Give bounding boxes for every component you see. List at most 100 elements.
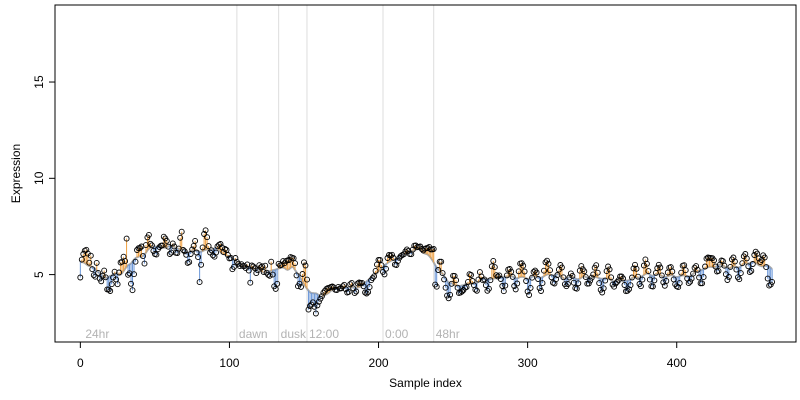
data-point bbox=[685, 280, 692, 287]
data-point bbox=[620, 275, 627, 282]
data-point bbox=[459, 288, 465, 295]
data-point bbox=[250, 263, 257, 270]
data-point bbox=[535, 276, 542, 282]
data-point bbox=[721, 262, 728, 269]
data-point bbox=[125, 271, 132, 278]
data-point bbox=[487, 277, 494, 284]
data-point bbox=[496, 272, 503, 279]
data-point bbox=[564, 281, 571, 287]
data-point bbox=[606, 266, 613, 273]
data-point bbox=[578, 263, 585, 270]
data-point bbox=[140, 253, 146, 260]
data-point bbox=[213, 249, 219, 256]
data-point bbox=[581, 268, 588, 275]
data-point bbox=[178, 228, 185, 235]
data-point bbox=[390, 254, 397, 261]
data-point bbox=[640, 262, 647, 269]
data-point bbox=[558, 264, 565, 271]
data-point bbox=[199, 244, 206, 251]
data-point bbox=[500, 288, 507, 295]
data-point bbox=[363, 290, 370, 297]
data-point bbox=[488, 263, 495, 270]
data-point bbox=[86, 259, 93, 266]
data-point bbox=[132, 258, 139, 265]
data-point bbox=[545, 260, 552, 267]
data-point bbox=[749, 261, 756, 267]
data-point bbox=[204, 234, 211, 241]
data-point bbox=[418, 246, 425, 252]
data-point bbox=[748, 267, 755, 274]
data-point bbox=[497, 276, 504, 282]
data-point bbox=[612, 280, 619, 287]
data-point bbox=[163, 237, 170, 244]
data-point bbox=[371, 273, 378, 280]
data-point bbox=[80, 251, 87, 257]
data-point bbox=[381, 271, 388, 278]
data-point bbox=[594, 269, 601, 276]
data-point bbox=[362, 289, 369, 296]
phase-label-0: 24hr bbox=[85, 327, 109, 341]
data-point bbox=[530, 268, 537, 275]
data-point bbox=[301, 259, 307, 266]
data-point bbox=[608, 274, 615, 281]
data-point bbox=[259, 263, 266, 270]
data-point bbox=[403, 246, 410, 253]
data-point bbox=[439, 270, 446, 277]
data-point bbox=[730, 254, 737, 261]
data-point bbox=[605, 263, 612, 270]
data-point bbox=[600, 285, 607, 292]
data-point bbox=[499, 283, 506, 289]
data-point bbox=[180, 247, 187, 253]
data-point bbox=[755, 255, 762, 262]
data-point bbox=[690, 270, 697, 277]
data-point bbox=[512, 286, 519, 293]
data-point bbox=[711, 257, 717, 264]
data-point bbox=[245, 267, 252, 274]
data-point bbox=[298, 283, 304, 290]
data-point bbox=[166, 251, 173, 257]
data-point bbox=[307, 303, 313, 309]
data-point bbox=[746, 269, 753, 276]
data-point bbox=[128, 280, 134, 287]
data-point bbox=[639, 276, 646, 283]
phase-label-2: dusk bbox=[281, 327, 307, 341]
data-point bbox=[536, 285, 543, 292]
data-point bbox=[547, 267, 553, 274]
data-point bbox=[312, 310, 319, 317]
data-point bbox=[503, 272, 510, 279]
data-point bbox=[538, 288, 544, 294]
data-point bbox=[491, 264, 498, 271]
data-point bbox=[77, 274, 84, 281]
phase-label-3: 12:00 bbox=[309, 327, 339, 341]
data-point bbox=[409, 246, 416, 253]
data-point bbox=[694, 266, 701, 273]
x-tick-label: 0 bbox=[77, 356, 84, 370]
data-point bbox=[560, 274, 567, 281]
y-axis: 5 10 15 bbox=[32, 75, 56, 278]
data-point bbox=[266, 272, 273, 279]
data-point bbox=[393, 262, 400, 268]
data-point bbox=[299, 271, 306, 277]
data-point bbox=[481, 276, 488, 283]
data-point bbox=[585, 280, 592, 287]
data-point bbox=[394, 258, 401, 265]
data-point bbox=[657, 264, 664, 271]
data-point bbox=[78, 256, 85, 263]
y-tick-label: 5 bbox=[32, 271, 46, 278]
data-point bbox=[453, 277, 460, 284]
data-point bbox=[509, 273, 516, 280]
data-point bbox=[687, 278, 694, 285]
data-point bbox=[181, 248, 188, 255]
data-point bbox=[114, 281, 121, 288]
data-point bbox=[292, 260, 298, 267]
data-point bbox=[433, 283, 440, 290]
data-point bbox=[463, 284, 470, 291]
data-point bbox=[314, 302, 321, 309]
data-point bbox=[441, 276, 448, 283]
data-point bbox=[232, 255, 239, 261]
data-point bbox=[630, 265, 637, 272]
data-point bbox=[345, 288, 352, 295]
data-point bbox=[533, 269, 540, 276]
data-point bbox=[702, 263, 709, 270]
data-point bbox=[602, 277, 609, 284]
